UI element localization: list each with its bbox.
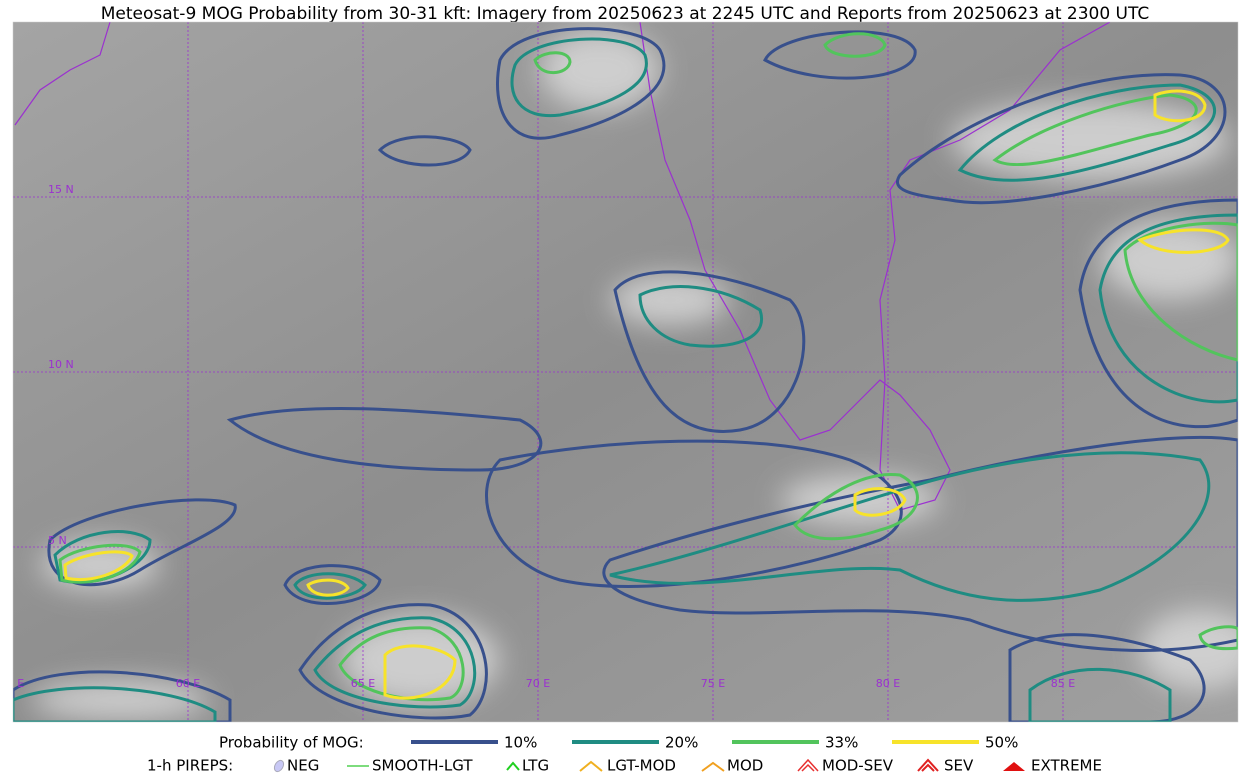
contours — [13, 27, 1238, 722]
title: Meteosat-9 MOG Probability from 30-31 kf… — [101, 4, 1150, 24]
legend-label: EXTREME — [1031, 757, 1102, 775]
legend-label: 20% — [665, 734, 698, 752]
legend-label: MOD-SEV — [822, 757, 894, 775]
coastline — [639, 22, 1111, 511]
latitude-label: 5 N — [48, 534, 67, 547]
legend-title: 1-h PIREPS: — [147, 757, 233, 775]
legend-icon — [579, 760, 603, 772]
longitude-label: 85 E — [1051, 677, 1075, 690]
longitude-label: 70 E — [526, 677, 550, 690]
longitude-label: 80 E — [876, 677, 900, 690]
legend-label: 33% — [825, 734, 858, 752]
legend-label: NEG — [287, 757, 319, 775]
probability-legend: Probability of MOG: 10% 20% 33% 50% — [219, 734, 1018, 752]
legend-icon — [1003, 762, 1025, 771]
legend-label: LGT-MOD — [607, 757, 676, 775]
legend-label: 10% — [504, 734, 537, 752]
longitude-label: 60 E — [176, 677, 200, 690]
longitude-label: 55 E — [0, 677, 24, 690]
legend-icon — [797, 758, 819, 772]
legend-icon — [506, 761, 520, 771]
legend-label: MOD — [727, 757, 763, 775]
legend-title: Probability of MOG: — [219, 734, 364, 752]
latitude-label: 10 N — [48, 358, 74, 371]
latitude-label: 15 N — [48, 183, 74, 196]
legend-label: SEV — [944, 757, 974, 775]
legend-icon — [917, 758, 939, 772]
map-frame — [12, 21, 1239, 723]
longitude-label: 75 E — [701, 677, 725, 690]
map: 15 N 10 N 5 N 55 E 60 E 65 E 70 E 75 E 8… — [0, 22, 1238, 722]
coastline — [14, 22, 111, 126]
legend-label: 50% — [985, 734, 1018, 752]
legend-label: SMOOTH-LGT — [372, 757, 473, 775]
legend-icon — [701, 761, 725, 772]
legend-icon — [273, 759, 285, 773]
longitude-label: 65 E — [351, 677, 375, 690]
legend-label: LTG — [522, 757, 549, 775]
pirep-legend: 1-h PIREPS: NEG SMOOTH-LGT LTG LGT-MOD M… — [147, 757, 1102, 775]
